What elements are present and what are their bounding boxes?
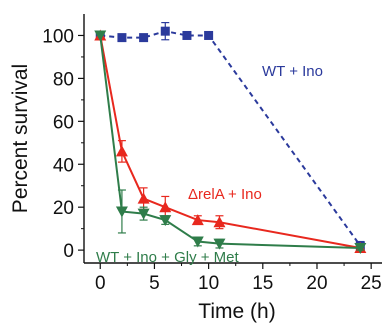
data-point-marker — [117, 33, 127, 43]
series-label: WT + Ino — [262, 63, 323, 80]
y-tick-label: 20 — [53, 198, 74, 219]
series-2 — [94, 30, 367, 254]
data-point-marker — [159, 201, 172, 213]
data-point-marker — [115, 206, 128, 218]
data-point-marker — [137, 192, 150, 204]
data-point-marker — [213, 216, 226, 228]
x-tick-label: 10 — [198, 273, 219, 294]
data-point-marker — [354, 242, 367, 254]
data-point-marker — [115, 145, 128, 157]
data-point-marker — [191, 236, 204, 248]
data-point-marker — [204, 30, 214, 40]
labels-layer: 0 5 10 15 20 25 0 20 40 60 80 100 Time (h) Percent su… — [9, 26, 382, 323]
series-0 — [95, 21, 365, 251]
y-tick-label: 60 — [53, 112, 74, 133]
data-point-marker — [137, 208, 150, 220]
series-label: WT + Ino + Gly + Met — [96, 249, 240, 266]
axes — [78, 14, 382, 269]
x-tick-label: 20 — [306, 273, 327, 294]
data-point-marker — [159, 215, 172, 227]
data-point-marker — [213, 238, 226, 250]
data-point-marker — [94, 30, 107, 42]
x-tick-label: 25 — [361, 273, 382, 294]
y-tick-label: 100 — [42, 26, 74, 47]
x-tick-label: 15 — [252, 273, 273, 294]
series-layer — [94, 21, 367, 254]
data-point-marker — [160, 26, 170, 36]
y-tick-label: 40 — [53, 155, 74, 176]
y-axis-title: Percent survival — [9, 64, 32, 213]
y-tick-label: 80 — [53, 69, 74, 90]
x-axis-title: Time (h) — [198, 300, 275, 323]
data-point-marker — [182, 30, 192, 40]
series-1 — [94, 29, 367, 253]
series-label: ΔrelA + Ino — [188, 186, 262, 203]
data-point-marker — [191, 214, 204, 226]
x-tick-label: 0 — [95, 273, 106, 294]
y-tick-label: 0 — [63, 241, 74, 262]
data-point-marker — [139, 33, 149, 43]
x-tick-label: 5 — [149, 273, 160, 294]
